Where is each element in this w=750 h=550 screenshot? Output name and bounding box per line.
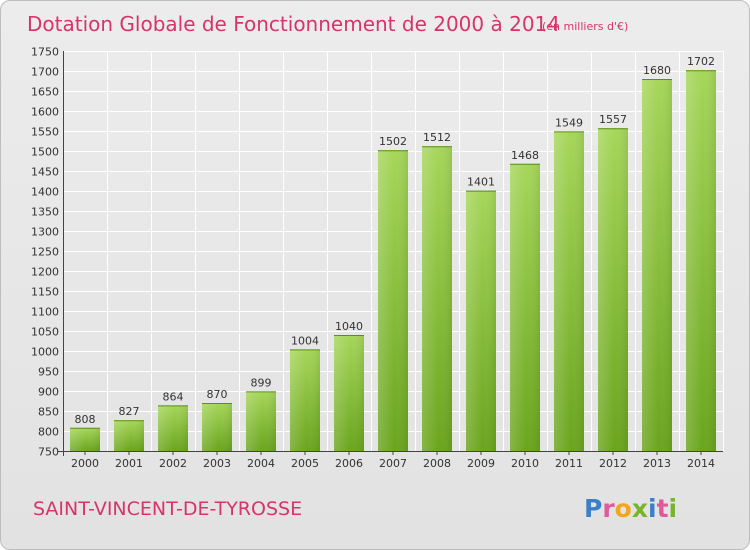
data-label: 899 — [251, 376, 272, 389]
y-tick-label: 1700 — [31, 66, 59, 79]
bar-shading — [114, 420, 144, 451]
y-tick-label: 750 — [38, 446, 59, 459]
y-tick-label: 1100 — [31, 306, 59, 319]
data-label: 808 — [75, 413, 96, 426]
y-tick-label: 1250 — [31, 246, 59, 259]
x-tick-label: 2011 — [555, 457, 583, 470]
logo-letter: i — [669, 494, 678, 523]
data-label: 1557 — [599, 113, 627, 126]
x-tick-label: 2009 — [467, 457, 495, 470]
x-tick-label: 2001 — [115, 457, 143, 470]
bar-shading — [290, 349, 320, 451]
x-tick-label: 2014 — [687, 457, 715, 470]
logo-letter: i — [648, 494, 657, 523]
bar-shading — [510, 163, 540, 452]
y-tick-label: 1150 — [31, 286, 59, 299]
x-tick-label: 2010 — [511, 457, 539, 470]
data-labels: 808 827 864 870 899 1004 1040 1502 1512 1401 1468 1… — [75, 55, 716, 426]
logo-letter: x — [632, 494, 648, 523]
data-label: 1702 — [687, 55, 715, 68]
y-tick-label: 800 — [38, 426, 59, 439]
bars — [70, 70, 716, 452]
bar-shading — [246, 391, 276, 451]
data-label: 864 — [163, 390, 184, 403]
logo-letter: o — [615, 494, 632, 523]
y-tick-label: 1500 — [31, 146, 59, 159]
logo-letter: t — [657, 494, 669, 523]
chart-title: Dotation Globale de Fonctionnement de 20… — [27, 12, 560, 36]
x-tick-label: 2002 — [159, 457, 187, 470]
data-label: 827 — [119, 405, 140, 418]
y-tick-label: 850 — [38, 406, 59, 419]
x-tick-label: 2012 — [599, 457, 627, 470]
chart-unit: (en milliers d'€) — [542, 20, 628, 33]
x-tick-label: 2006 — [335, 457, 363, 470]
y-tick-label: 1750 — [31, 46, 59, 59]
bar-shading — [554, 131, 584, 451]
data-label: 1549 — [555, 116, 583, 129]
y-tick-label: 1650 — [31, 86, 59, 99]
bar-shading — [334, 335, 364, 451]
bar-shading — [378, 150, 408, 451]
logo-letter: P — [584, 494, 602, 523]
x-tick-label: 2005 — [291, 457, 319, 470]
x-tick-label: 2008 — [423, 457, 451, 470]
bar-shading — [158, 405, 188, 451]
y-tick-label: 1450 — [31, 166, 59, 179]
y-tick-label: 1550 — [31, 126, 59, 139]
data-label: 1502 — [379, 135, 407, 148]
data-label: 1468 — [511, 149, 539, 162]
data-label: 870 — [207, 388, 228, 401]
x-tick-label: 2000 — [71, 457, 99, 470]
y-tick-label: 1350 — [31, 206, 59, 219]
x-tick-label: 2003 — [203, 457, 231, 470]
data-label: 1680 — [643, 64, 671, 77]
y-tick-label: 1200 — [31, 266, 59, 279]
y-tick-label: 950 — [38, 366, 59, 379]
data-label: 1040 — [335, 320, 363, 333]
y-tick-label: 1050 — [31, 326, 59, 339]
x-tick-label: 2013 — [643, 457, 671, 470]
y-tick-label: 1400 — [31, 186, 59, 199]
axes: 750 800 850 900 950 1000 1050 1100 1150 1200 1250 1… — [31, 46, 723, 470]
bar-shading — [70, 427, 100, 451]
bar-shading — [642, 79, 672, 451]
y-tick-label: 1000 — [31, 346, 59, 359]
location-name: SAINT-VINCENT-DE-TYROSSE — [33, 498, 302, 520]
bar-shading — [466, 190, 496, 451]
data-label: 1401 — [467, 176, 495, 189]
data-label: 1004 — [291, 334, 319, 347]
bar-shading — [686, 70, 716, 451]
y-tick-label: 900 — [38, 386, 59, 399]
bar-shading — [422, 146, 452, 451]
bar-shading — [202, 403, 232, 451]
x-tick-label: 2004 — [247, 457, 275, 470]
logo-letter: r — [602, 494, 615, 523]
bar-shading — [598, 128, 628, 451]
y-tick-label: 1300 — [31, 226, 59, 239]
y-tick-label: 1600 — [31, 106, 59, 119]
proxiti-logo: Proxiti — [584, 494, 677, 523]
data-label: 1512 — [423, 131, 451, 144]
x-tick-label: 2007 — [379, 457, 407, 470]
